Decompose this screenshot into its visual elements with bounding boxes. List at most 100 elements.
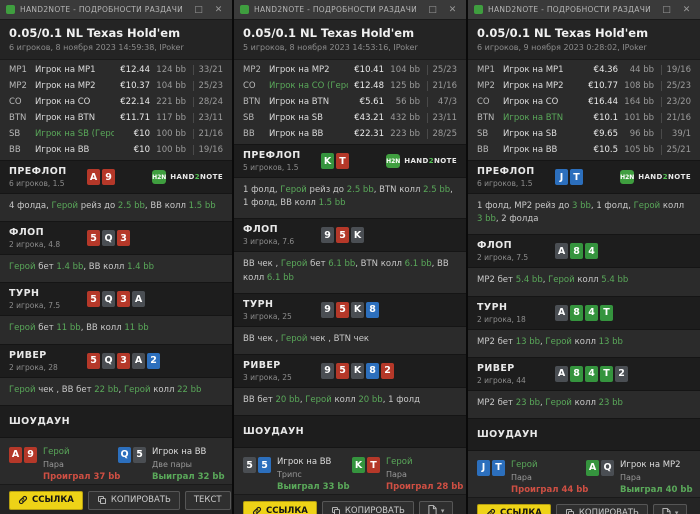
player-position: SB [9,129,21,139]
showdown-combo: Пара [386,470,407,480]
street-head: ШОУДАУН [477,429,555,440]
action-segment: колл [660,201,685,211]
player-stack-bb: 101 bb [624,113,654,123]
street-header: ТУРН 2 игрока, 18 A 8 4 T [468,295,700,330]
text-button[interactable]: ▾ [652,503,688,514]
game-subtitle: 6 игроков, 8 ноября 2023 14:59:38, IPoke… [9,43,184,52]
copy-button[interactable]: КОПИРОВАТЬ [321,501,414,514]
street-header: ФЛОП 2 игрока, 7.5 A 8 4 [468,234,700,269]
showdown-header: ШОУДАУН [468,417,700,451]
copy-icon [565,508,575,514]
card: A [555,243,568,260]
street-info: 2 игрока, 7.5 [477,253,529,263]
link-button[interactable]: ССЫЛКА [243,501,317,514]
action-segment: 11 bb [56,323,81,334]
player-stack: €16.44 [588,97,618,107]
street-header: РИВЕР 3 игрока, 25 9 5 K 8 2 [234,353,466,388]
player-position: MP2 [477,81,495,91]
action-segment: Герой [633,201,661,211]
window-title: HAND2NOTE - ПОДРОБНОСТИ РАЗДАЧИ [254,5,418,14]
street-actions: BB чек , Герой бет 6.1 bb, BTN колл 6.1 … [234,252,466,293]
card: 5 [243,457,256,474]
copy-button[interactable]: КОПИРОВАТЬ [87,490,180,510]
showdown-content: A 9 Герой Пара Проиграл 37 bb Q 5 Игрок на BB Дв… [0,438,232,484]
player-stack-bb: 44 bb [629,65,654,75]
showdown-player-info: Игрок на BB Трипс Выиграл 33 bb [277,457,350,492]
action-segment: , BB колл [80,323,125,334]
player-position: CO [477,97,490,107]
player-name: Игрок на SB (Герой) [35,129,114,139]
logo-part: 2 [662,173,669,181]
street-info: 6 игроков, 1.5 [9,179,65,188]
street-name: ШОУДАУН [243,426,305,438]
player-stats: 21/16 [193,129,223,139]
text-button[interactable]: ▾ [418,501,454,514]
card: 3 [117,230,130,247]
player-position: BB [9,145,21,155]
game-title: 0.05/0.1 NL Texas Hold'em [9,26,181,40]
player-stack-bb: 124 bb [156,65,186,75]
action-segment: MP2 бет [477,397,516,408]
showdown-combo: Пара [43,459,64,469]
action-segment: , 1 фолд, [590,201,634,211]
action-segment: , [540,336,546,347]
player-stack: €12.44 [120,65,150,75]
window-titlebar[interactable]: HAND2NOTE - ПОДРОБНОСТИ РАЗДАЧИ □ ✕ [0,0,232,20]
close-icon[interactable]: ✕ [214,4,223,15]
link-button[interactable]: ССЫЛКА [477,503,551,514]
showdown-player-name: Игрок на BB [277,457,332,468]
street-info: 3 игрока, 25 [243,311,292,321]
player-stack: €22.14 [120,97,150,107]
player-stack: €10.77 [588,81,618,91]
player-position: CO [243,81,256,91]
copy-button[interactable]: КОПИРОВАТЬ [555,503,648,514]
action-segment: рейз до [306,185,347,195]
street-actions: BB бет 20 bb, Герой колл 20 bb, 1 фолд [234,387,466,416]
player-stack-bb: 221 bb [156,97,186,107]
card: 8 [570,243,583,260]
showdown-combo: Трипс [277,470,302,480]
window-titlebar[interactable]: HAND2NOTE - ПОДРОБНОСТИ РАЗДАЧИ □ ✕ [468,0,700,20]
action-segment: 3 bb [477,214,496,225]
street-name: РИВЕР [9,349,47,361]
street-info: 2 игрока, 28 [9,362,58,372]
link-icon [486,508,496,514]
game-title: 0.05/0.1 NL Texas Hold'em [243,26,415,40]
player-stack: €5.61 [359,97,384,107]
hand2note-logo-icon: H2N [152,170,166,184]
action-segment: 23 bb [515,397,541,408]
hand2note-logo: H2N HAND2NOTE [386,154,457,168]
showdown-combo: Пара [511,472,532,482]
link-button-label: ССЫЛКА [266,505,308,514]
maximize-icon[interactable]: □ [662,4,671,15]
player-name: Игрок на SB [269,113,323,123]
player-name: Игрок на SB [503,129,557,139]
text-button[interactable]: ТЕКСТ [184,490,231,510]
action-segment: 6.1 bb [266,272,294,283]
street-name: ПРЕФЛОП [477,166,535,177]
street-header: ПРЕФЛОП 6 игроков, 1.5 J T H2N HAND2NOTE [468,160,700,194]
link-button[interactable]: ССЫЛКА [9,490,83,510]
player-stack: €22.31 [354,129,384,139]
close-icon[interactable]: ✕ [682,4,691,15]
hand2note-logo-text: HAND2NOTE [404,157,457,165]
close-icon[interactable]: ✕ [448,4,457,15]
action-segment: 13 bb [598,336,623,347]
window-titlebar[interactable]: HAND2NOTE - ПОДРОБНОСТИ РАЗДАЧИ □ ✕ [234,0,466,20]
card: T [600,365,613,382]
street-name: ПРЕФЛОП [243,150,301,161]
street-actions: MP2 бет 13 bb, Герой колл 13 bb [468,329,700,357]
player-name: Игрок на CO [503,97,559,107]
player-stack-bb: 108 bb [624,81,654,91]
street-head: ШОУДАУН [9,416,87,427]
player-stats: 28/25 [427,129,457,139]
maximize-icon[interactable]: □ [428,4,437,15]
action-segment: Герой [280,185,307,195]
maximize-icon[interactable]: □ [194,4,203,15]
hand2note-logo-text: HAND2NOTE [638,173,691,181]
player-row: SB Игрок на SB €9.65 96 bb 39/1 [468,126,700,142]
